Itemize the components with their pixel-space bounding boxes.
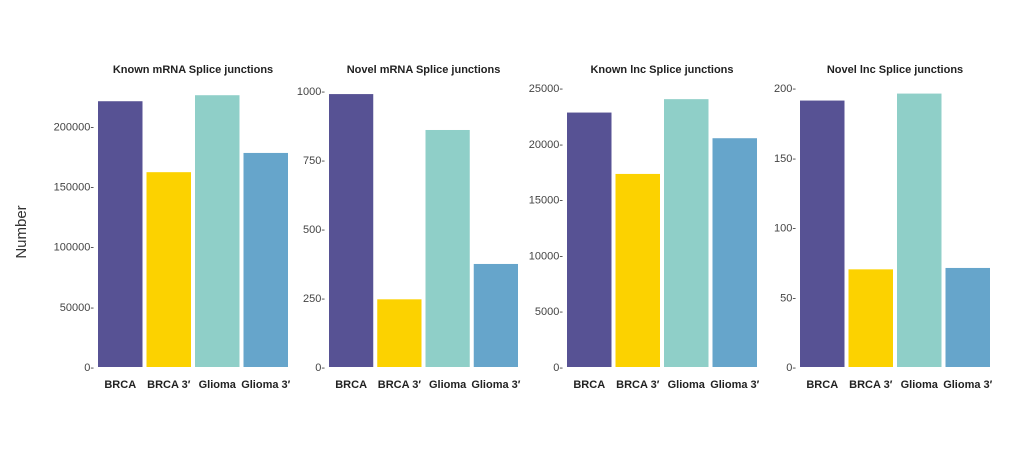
x-tick-label: BRCA — [573, 379, 605, 391]
x-tick-label: Glioma 3′ — [943, 379, 992, 391]
x-tick-label: BRCA 3′ — [616, 379, 660, 391]
chart-panel-3: Known lnc Splice junctions 0- 5000- 10000- 1… — [529, 64, 760, 391]
bar-brca — [567, 112, 612, 367]
bar-glioma — [897, 93, 942, 367]
bar-brca-3- — [848, 269, 893, 367]
y-tick-label: 25000- — [529, 83, 564, 95]
y-tick-label: 150- — [774, 153, 796, 165]
y-tick-label: 0- — [786, 362, 796, 374]
chart-title: Known mRNA Splice junctions — [113, 64, 273, 76]
bar-brca-3- — [615, 173, 660, 367]
y-tick-label: 150000- — [54, 182, 95, 194]
y-tick-label: 5000- — [535, 306, 563, 318]
x-tick-label: Glioma 3′ — [710, 379, 759, 391]
bar-glioma — [425, 129, 470, 367]
bar-brca — [98, 101, 143, 367]
y-tick-label: 200- — [774, 83, 796, 95]
y-tick-label: 0- — [553, 362, 563, 374]
y-axis-title: Number — [13, 205, 30, 259]
chart-title: Known lnc Splice junctions — [590, 64, 733, 76]
x-tick-label: BRCA — [335, 379, 367, 391]
bar-glioma-3- — [712, 138, 757, 367]
bar-glioma-3- — [945, 267, 990, 367]
bar-glioma-3- — [243, 152, 288, 367]
y-tick-label: 15000- — [529, 195, 564, 207]
y-tick-label: 250- — [303, 293, 325, 305]
x-tick-label: BRCA — [104, 379, 136, 391]
bar-glioma-3- — [473, 263, 518, 367]
y-tick-label: 0- — [84, 362, 94, 374]
x-tick-label: Glioma — [429, 379, 467, 391]
bar-brca — [800, 100, 845, 368]
x-tick-label: BRCA 3′ — [378, 379, 422, 391]
y-tick-label: 100- — [774, 223, 796, 235]
y-tick-label: 0- — [315, 362, 325, 374]
bar-glioma — [195, 95, 240, 367]
chart-panel-4: Novel lnc Splice junctions 0- 50- 100- 150- 2… — [774, 64, 993, 391]
x-tick-label: Glioma — [901, 379, 939, 391]
x-tick-label: Glioma — [199, 379, 237, 391]
x-tick-label: Glioma — [668, 379, 706, 391]
chart-title: Novel mRNA Splice junctions — [347, 64, 501, 76]
y-tick-label: 50- — [780, 292, 796, 304]
x-tick-label: BRCA 3′ — [147, 379, 191, 391]
y-tick-label: 50000- — [60, 302, 95, 314]
y-tick-label: 500- — [303, 224, 325, 236]
y-tick-label: 200000- — [54, 121, 95, 133]
y-tick-label: 10000- — [529, 250, 564, 262]
y-tick-label: 750- — [303, 155, 325, 167]
y-tick-label: 1000- — [297, 86, 325, 98]
bar-brca-3- — [146, 172, 191, 367]
y-tick-label: 20000- — [529, 139, 564, 151]
bar-brca — [329, 94, 374, 368]
x-tick-label: Glioma 3′ — [471, 379, 520, 391]
chart-panel-2: Novel mRNA Splice junctions 0- 250- 500- 750… — [297, 64, 521, 391]
bar-glioma — [664, 99, 709, 367]
chart-title: Novel lnc Splice junctions — [827, 64, 963, 76]
chart-panel-1: Known mRNA Splice junctions 0- 50000- 10000… — [54, 64, 291, 391]
x-tick-label: BRCA 3′ — [849, 379, 893, 391]
x-tick-label: Glioma 3′ — [241, 379, 290, 391]
x-tick-label: BRCA — [806, 379, 838, 391]
bar-brca-3- — [377, 299, 422, 367]
y-tick-label: 100000- — [54, 242, 95, 254]
